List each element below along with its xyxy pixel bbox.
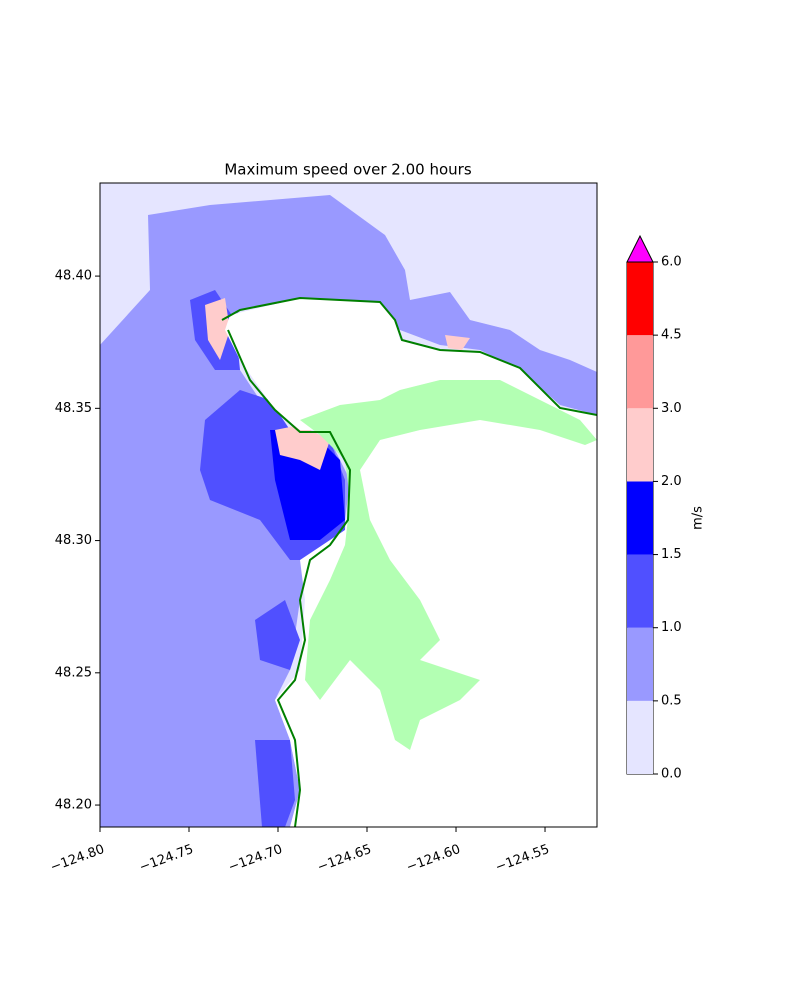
colorbar-segment	[627, 700, 653, 774]
colorbar-tick-label: 3.0	[661, 401, 682, 416]
colorbar-label: m/s	[691, 506, 706, 530]
colorbar-tick-label: 0.5	[661, 693, 682, 708]
x-tick-label: −124.70	[226, 842, 284, 875]
speed-region	[255, 740, 295, 827]
x-tick-label: −124.65	[315, 842, 373, 875]
y-tick-label: 48.20	[55, 798, 92, 813]
y-tick-label: 48.35	[55, 401, 92, 416]
colorbar-segment	[627, 481, 653, 555]
inundation	[300, 380, 597, 750]
map	[100, 183, 597, 827]
speed-region	[275, 425, 330, 470]
colorbar-segment	[627, 335, 653, 409]
y-tick-label: 48.25	[55, 665, 92, 680]
coastline	[227, 329, 352, 827]
colorbar-segment	[627, 627, 653, 701]
x-tick-label: −124.80	[48, 842, 106, 875]
speed-region	[270, 430, 345, 540]
colorbar-tick-label: 6.0	[661, 255, 682, 270]
speed-region	[205, 298, 230, 360]
speed-region	[255, 600, 300, 670]
colorbar-tick-label: 1.5	[661, 547, 682, 562]
colorbar-segment	[627, 554, 653, 628]
colorbar-tick-label: 0.0	[661, 767, 682, 782]
x-tick-label: −124.60	[404, 842, 462, 875]
x-tick-label: −124.75	[137, 842, 195, 875]
chart-title: Maximum speed over 2.00 hours	[224, 161, 472, 179]
x-tick-label: −124.55	[493, 842, 551, 875]
speed-region	[445, 335, 470, 350]
colorbar-segment	[627, 262, 653, 336]
y-tick-label: 48.40	[55, 269, 92, 284]
coastline	[221, 296, 597, 416]
y-tick-label: 48.30	[55, 533, 92, 548]
colorbar-tick-label: 1.0	[661, 620, 682, 635]
colorbar-segment	[627, 408, 653, 482]
colorbar-tick-label: 2.0	[661, 474, 682, 489]
colorbar-tick-label: 4.5	[661, 328, 682, 343]
colorbar-extend	[626, 234, 654, 263]
plot-frame	[99, 182, 598, 828]
